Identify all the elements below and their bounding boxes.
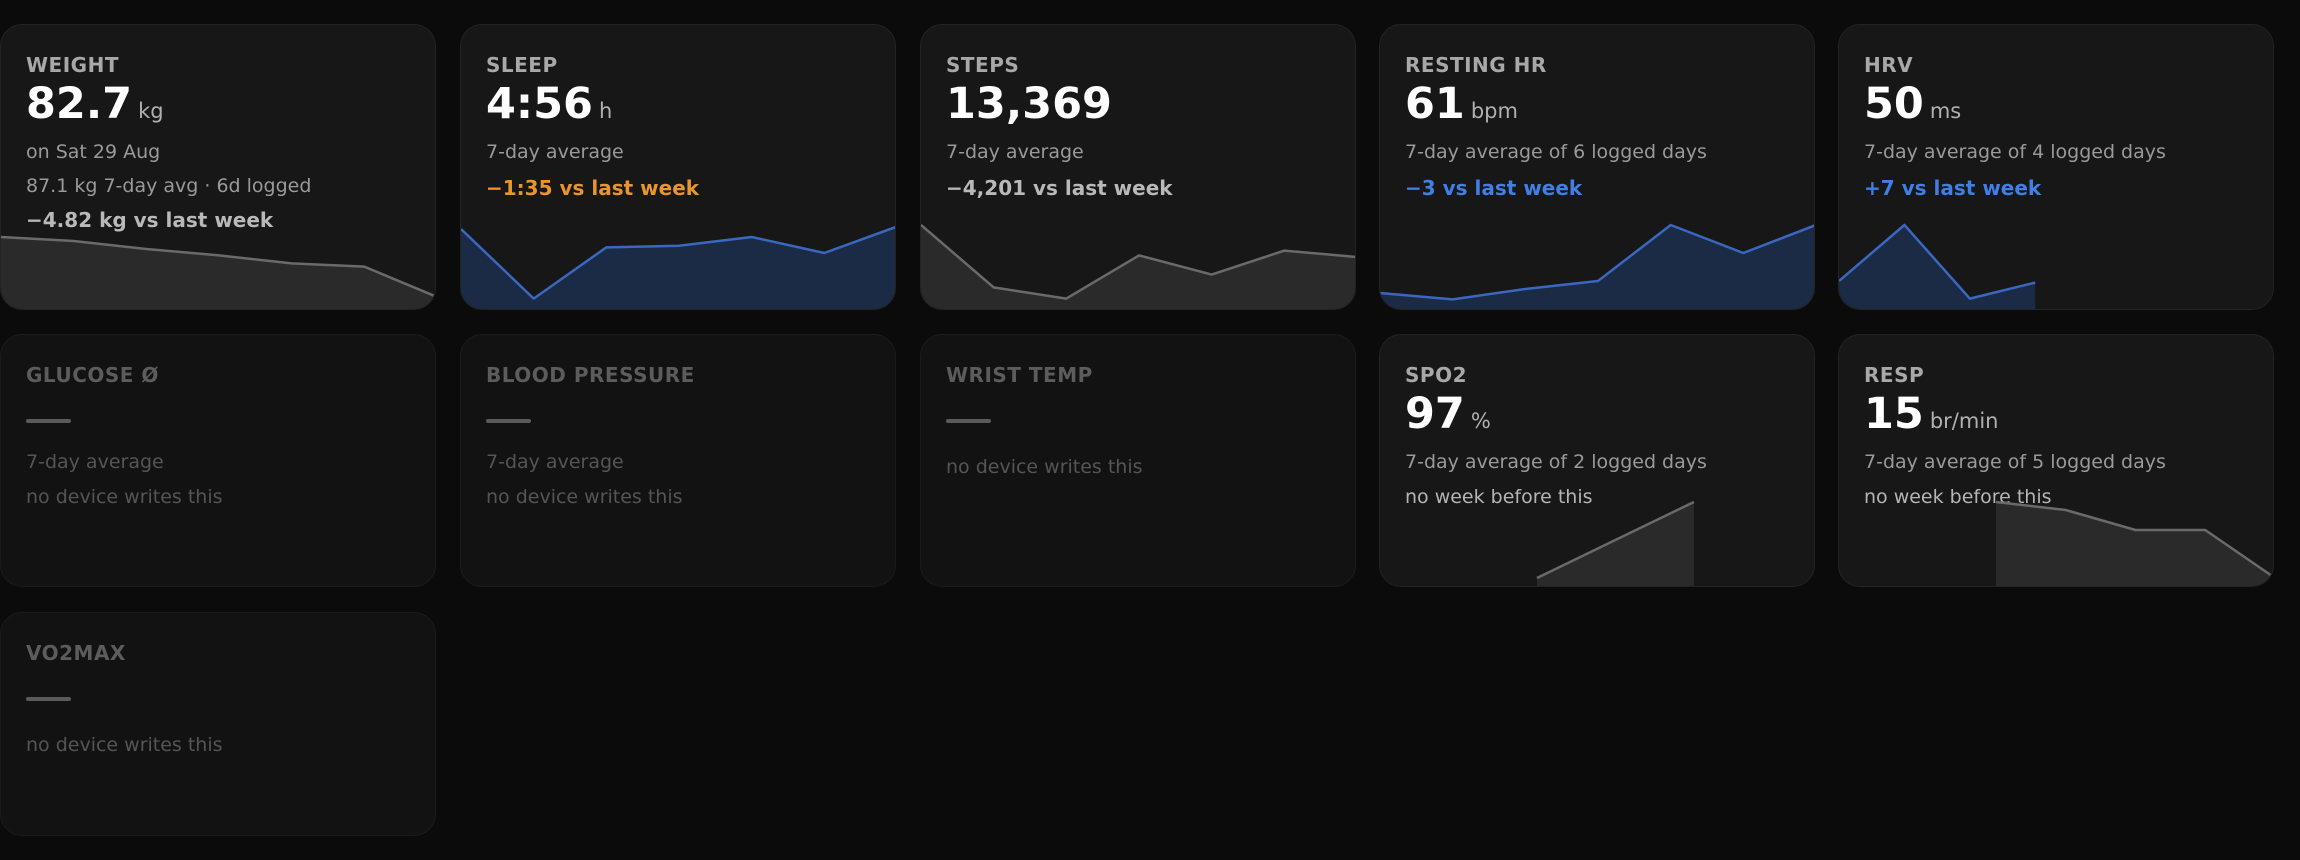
spo2-value: 97	[1405, 389, 1465, 439]
weight-sparkline	[1, 235, 435, 309]
resp-card[interactable]: RESP 15 br/min 7-day average of 5 logged …	[1838, 334, 2274, 587]
steps-sparkline-area	[921, 225, 1355, 309]
sleep-card[interactable]: SLEEP 4:56 h 7-day average −1:35 vs last …	[460, 24, 896, 310]
wrist-temp-no-device: no device writes this	[946, 456, 1143, 478]
resting-hr-delta: −3 vs last week	[1405, 176, 1583, 200]
sleep-sparkline	[461, 225, 895, 309]
weight-avg: 87.1 kg 7-day avg · 6d logged	[26, 175, 312, 197]
resting-hr-unit: bpm	[1470, 99, 1518, 123]
blood-pressure-caption: 7-day average	[486, 451, 624, 473]
hrv-sparkline-line	[1839, 223, 2036, 300]
resp-value: 15	[1864, 389, 1924, 439]
weight-sparkline-line	[1, 235, 435, 298]
blood-pressure-label: BLOOD PRESSURE	[486, 363, 695, 387]
blood-pressure-no-device: no device writes this	[486, 486, 683, 508]
resp-unit: br/min	[1929, 409, 1999, 433]
weight-value-line: 82.7 kg	[26, 83, 164, 126]
steps-caption: 7-day average	[946, 141, 1084, 163]
hrv-value: 50	[1864, 79, 1924, 129]
weight-value: 82.7	[26, 79, 133, 129]
resp-label: RESP	[1864, 363, 1925, 387]
sleep-label: SLEEP	[486, 53, 558, 77]
glucose-no-device: no device writes this	[26, 486, 223, 508]
resting-hr-value: 61	[1405, 79, 1465, 129]
glucose-caption: 7-day average	[26, 451, 164, 473]
steps-label: STEPS	[946, 53, 1020, 77]
weight-date: on Sat 29 Aug	[26, 141, 161, 163]
resting-hr-value-line: 61 bpm	[1405, 83, 1518, 126]
wrist-temp-empty-dash	[946, 419, 991, 423]
spo2-comparison: no week before this	[1405, 486, 1593, 508]
steps-sparkline-line	[921, 224, 1355, 300]
spo2-sparkline-area	[1537, 502, 1694, 586]
sleep-caption: 7-day average	[486, 141, 624, 163]
glucose-card[interactable]: GLUCOSE Ø 7-day average no device writes…	[0, 334, 436, 587]
resting-hr-caption: 7-day average of 6 logged days	[1405, 141, 1707, 163]
hrv-sparkline-area	[1839, 225, 2036, 309]
sleep-value-line: 4:56 h	[486, 83, 612, 126]
steps-delta: −4,201 vs last week	[946, 176, 1173, 200]
vo2max-card[interactable]: VO2MAX no device writes this	[0, 612, 436, 836]
hrv-caption: 7-day average of 4 logged days	[1864, 141, 2166, 163]
spo2-caption: 7-day average of 2 logged days	[1405, 451, 1707, 473]
vo2max-label: VO2MAX	[26, 641, 126, 665]
hrv-card[interactable]: HRV 50 ms 7-day average of 4 logged days …	[1838, 24, 2274, 310]
hrv-unit: ms	[1929, 99, 1962, 123]
spo2-sparkline	[1536, 500, 1695, 586]
blood-pressure-card[interactable]: BLOOD PRESSURE 7-day average no device w…	[460, 334, 896, 587]
spo2-card[interactable]: SPO2 97% 7-day average of 2 logged days …	[1379, 334, 1815, 587]
sleep-sparkline-line	[461, 225, 895, 300]
resp-sparkline-area	[1996, 502, 2273, 586]
weight-card[interactable]: WEIGHT 82.7 kg on Sat 29 Aug 87.1 kg 7-da…	[0, 24, 436, 310]
blood-pressure-empty-dash	[486, 419, 531, 423]
resp-caption: 7-day average of 5 logged days	[1864, 451, 2166, 473]
weight-delta: −4.82 kg vs last week	[26, 208, 274, 232]
resting-hr-sparkline-area	[1380, 225, 1814, 309]
wrist-temp-label: WRIST TEMP	[946, 363, 1093, 387]
resp-sparkline	[1995, 500, 2273, 586]
resting-hr-sparkline-line	[1380, 223, 1814, 301]
steps-value: 13,369	[946, 79, 1112, 129]
weight-unit: kg	[138, 99, 164, 123]
resting-hr-card[interactable]: RESTING HR 61 bpm 7-day average of 6 logg…	[1379, 24, 1815, 310]
glucose-label: GLUCOSE Ø	[26, 363, 159, 387]
steps-sparkline	[921, 224, 1355, 309]
spo2-sparkline-line	[1536, 500, 1695, 580]
hrv-value-line: 50 ms	[1864, 83, 1961, 126]
steps-card[interactable]: STEPS 13,369 7-day average −4,201 vs las…	[920, 24, 1356, 310]
resp-value-line: 15 br/min	[1864, 393, 1998, 436]
weight-label: WEIGHT	[26, 53, 119, 77]
wrist-temp-card[interactable]: WRIST TEMP no device writes this	[920, 334, 1356, 587]
glucose-empty-dash	[26, 419, 71, 423]
sleep-sparkline-area	[461, 227, 895, 309]
hrv-delta: +7 vs last week	[1864, 176, 2042, 200]
spo2-unit: %	[1470, 409, 1491, 433]
vo2max-empty-dash	[26, 697, 71, 701]
resting-hr-label: RESTING HR	[1405, 53, 1547, 77]
spo2-value-line: 97%	[1405, 393, 1491, 436]
weight-sparkline-area	[1, 237, 435, 309]
sleep-unit: h	[598, 99, 613, 123]
vo2max-no-device: no device writes this	[26, 734, 223, 756]
sleep-delta: −1:35 vs last week	[486, 176, 700, 200]
sleep-value: 4:56	[486, 79, 593, 129]
steps-value-line: 13,369	[946, 83, 1112, 126]
spo2-label: SPO2	[1405, 363, 1467, 387]
hrv-label: HRV	[1864, 53, 1914, 77]
resp-sparkline-line	[1995, 500, 2273, 579]
hrv-sparkline	[1839, 223, 2036, 309]
resting-hr-sparkline	[1380, 223, 1814, 309]
